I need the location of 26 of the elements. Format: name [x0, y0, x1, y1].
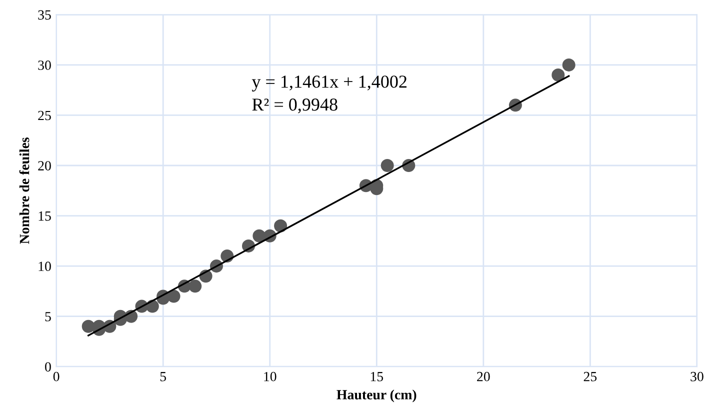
y-tick-label: 10 — [38, 262, 51, 272]
y-tick-label: 25 — [38, 110, 51, 120]
x-axis-title: Hauteur (cm) — [336, 390, 416, 402]
x-tick-label: 5 — [160, 372, 166, 382]
y-tick-label: 5 — [45, 312, 51, 322]
x-tick-label: 15 — [370, 372, 384, 382]
point — [82, 320, 95, 333]
y-tick-label: 30 — [38, 60, 51, 70]
y-axis-title: Nombre de feuiles — [19, 137, 30, 244]
y-tick-label: 15 — [38, 211, 51, 221]
point — [167, 290, 180, 303]
x-tick-label: 20 — [477, 372, 490, 382]
annotation: y = 1,1461x + 1,4002 — [252, 76, 406, 92]
x-tick-label: 10 — [264, 372, 276, 382]
point — [380, 159, 394, 172]
x-tick-label: 30 — [690, 372, 704, 382]
point — [274, 219, 288, 232]
point — [552, 68, 565, 82]
x-tick-label: 0 — [53, 372, 60, 382]
point — [188, 280, 202, 293]
x-tick-label: 25 — [584, 372, 597, 382]
annotation: R² = 0,9948 — [252, 98, 338, 114]
point — [562, 58, 576, 72]
y-tick-label: 0 — [45, 362, 51, 372]
y-tick-label: 35 — [38, 10, 51, 20]
y-tick-label: 20 — [38, 161, 51, 170]
